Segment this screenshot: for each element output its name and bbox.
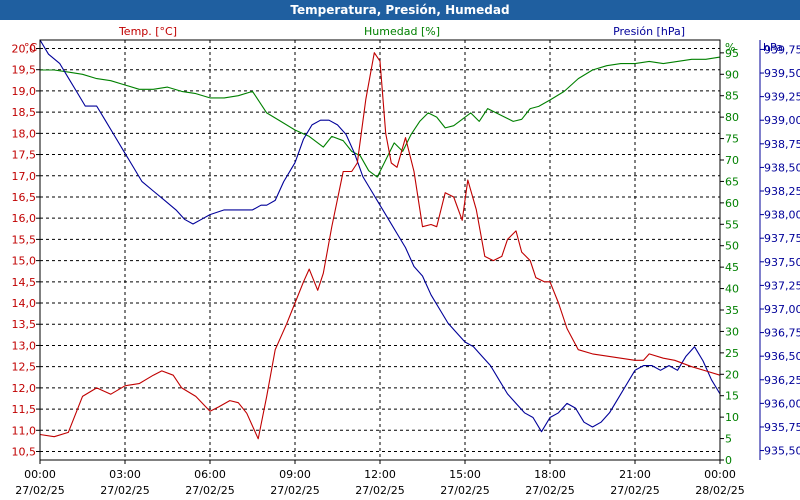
x-tick-time: 00:00 <box>704 468 736 481</box>
humidity-tick-label: 45 <box>725 261 739 274</box>
temperature-tick-label: 13,0 <box>12 339 37 352</box>
pressure-unit: hPa <box>763 41 783 54</box>
temperature-tick-label: 16,5 <box>12 191 37 204</box>
x-tick-time: 21:00 <box>619 468 651 481</box>
pressure-tick-label: 939,25 <box>764 91 800 104</box>
pressure-tick-label: 937,00 <box>764 303 800 316</box>
x-tick-date: 27/02/25 <box>270 484 319 497</box>
x-tick-date: 27/02/25 <box>610 484 659 497</box>
pressure-tick-label: 936,25 <box>764 374 800 387</box>
pressure-tick-label: 939,50 <box>764 67 800 80</box>
temperature-tick-label: 12,0 <box>12 382 37 395</box>
humidity-tick-label: 35 <box>725 304 739 317</box>
pressure-tick-label: 936,50 <box>764 350 800 363</box>
temperature-tick-label: 15,5 <box>12 233 37 246</box>
humidity-tick-label: 0 <box>725 454 732 467</box>
temperature-tick-label: 11,0 <box>12 424 37 437</box>
x-tick-time: 15:00 <box>449 468 481 481</box>
pressure-tick-label: 938,00 <box>764 209 800 222</box>
pressure-tick-label: 935,75 <box>764 421 800 434</box>
pressure-axis-label: Presión [hPa] <box>613 25 685 38</box>
pressure-tick-label: 939,75 <box>764 43 800 56</box>
pressure-tick-label: 937,50 <box>764 256 800 269</box>
humidity-tick-label: 10 <box>725 411 739 424</box>
temperature-tick-label: 12,5 <box>12 361 37 374</box>
pressure-axis: 935,50 935,75 936,00 936,25 936,50 936,75 937,… <box>760 43 800 458</box>
humidity-tick-label: 40 <box>725 283 739 296</box>
x-tick-time: 03:00 <box>109 468 141 481</box>
x-tick-date: 27/02/25 <box>15 484 64 497</box>
pressure-tick-label: 938,25 <box>764 185 800 198</box>
x-tick-date: 27/02/25 <box>185 484 234 497</box>
x-tick-date: 27/02/25 <box>525 484 574 497</box>
grid <box>39 40 721 460</box>
chart-title: Temperatura, Presión, Humedad <box>0 0 800 20</box>
x-tick-time: 06:00 <box>194 468 226 481</box>
humidity-line <box>40 56 721 178</box>
pressure-tick-label: 936,00 <box>764 397 800 410</box>
temperature-tick-label: 14,5 <box>12 276 37 289</box>
humidity-tick-label: 5 <box>725 433 732 446</box>
temperature-tick-label: 18,0 <box>12 127 37 140</box>
temperature-axis: 10,5 11,0 11,5 12,0 12,5 13,0 13,5 14,0 14,5 15,0… <box>12 42 40 459</box>
series-layer <box>39 39 721 440</box>
humidity-tick-label: 30 <box>725 325 739 338</box>
axis-labels: Temp. [°C] Humedad [%] Presión [hPa] °C% hPa <box>24 25 783 54</box>
temperature-tick-label: 15,0 <box>12 255 37 268</box>
pressure-tick-label: 937,25 <box>764 279 800 292</box>
temperature-tick-label: 19,0 <box>12 85 37 98</box>
temperature-tick-label: 17,0 <box>12 170 37 183</box>
humidity-tick-label: 50 <box>725 240 739 253</box>
humidity-unit: % <box>725 41 735 54</box>
humidity-tick-label: 90 <box>725 68 739 81</box>
x-tick-date: 27/02/25 <box>100 484 149 497</box>
pressure-tick-label: 937,75 <box>764 232 800 245</box>
x-tick-time: 09:00 <box>279 468 311 481</box>
pressure-tick-label: 938,50 <box>764 161 800 174</box>
pressure-tick-label: 939,00 <box>764 114 800 127</box>
humidity-tick-label: 95 <box>725 47 739 60</box>
x-tick-date: 28/02/25 <box>695 484 744 497</box>
temperature-tick-label: 17,5 <box>12 149 37 162</box>
x-tick-date: 27/02/25 <box>440 484 489 497</box>
pressure-tick-label: 936,75 <box>764 327 800 340</box>
humidity-tick-label: 55 <box>725 218 739 231</box>
x-tick-time: 12:00 <box>364 468 396 481</box>
humidity-tick-label: 75 <box>725 133 739 146</box>
humidity-tick-label: 25 <box>725 347 739 360</box>
temperature-tick-label: 13,5 <box>12 318 37 331</box>
temperature-tick-label: 16,0 <box>12 212 37 225</box>
humidity-tick-label: 80 <box>725 111 739 124</box>
humidity-tick-label: 15 <box>725 390 739 403</box>
temperature-tick-label: 18,5 <box>12 106 37 119</box>
humidity-tick-label: 60 <box>725 197 739 210</box>
pressure-line <box>39 39 721 433</box>
humidity-tick-label: 20 <box>725 368 739 381</box>
temperature-tick-label: 10,5 <box>12 446 37 459</box>
humidity-tick-label: 70 <box>725 154 739 167</box>
plot-frame <box>39 39 761 461</box>
pressure-tick-label: 938,75 <box>764 138 800 151</box>
temperature-unit: °C <box>24 41 38 54</box>
temperature-axis-label: Temp. [°C] <box>118 25 177 38</box>
pressure-tick-label: 935,50 <box>764 445 800 458</box>
temperature-tick-label: 19,5 <box>12 64 37 77</box>
temperature-tick-label: 14,0 <box>12 297 37 310</box>
x-axis: 00:00 27/02/25 03:00 27/02/25 06:00 27/02/25 0… <box>15 460 745 497</box>
x-tick-time: 00:00 <box>24 468 56 481</box>
x-tick-date: 27/02/25 <box>355 484 404 497</box>
humidity-tick-label: 85 <box>725 90 739 103</box>
x-tick-time: 18:00 <box>534 468 566 481</box>
humidity-tick-label: 65 <box>725 175 739 188</box>
humidity-axis-label: Humedad [%] <box>364 25 440 38</box>
temperature-line <box>39 52 721 440</box>
temperature-tick-label: 20,0 <box>12 42 37 55</box>
humidity-axis: 0 5 10 15 20 25 30 35 40 45 50 55 60 65 70 75 80 85 90 95 <box>720 47 739 467</box>
temperature-tick-label: 11,5 <box>12 403 37 416</box>
